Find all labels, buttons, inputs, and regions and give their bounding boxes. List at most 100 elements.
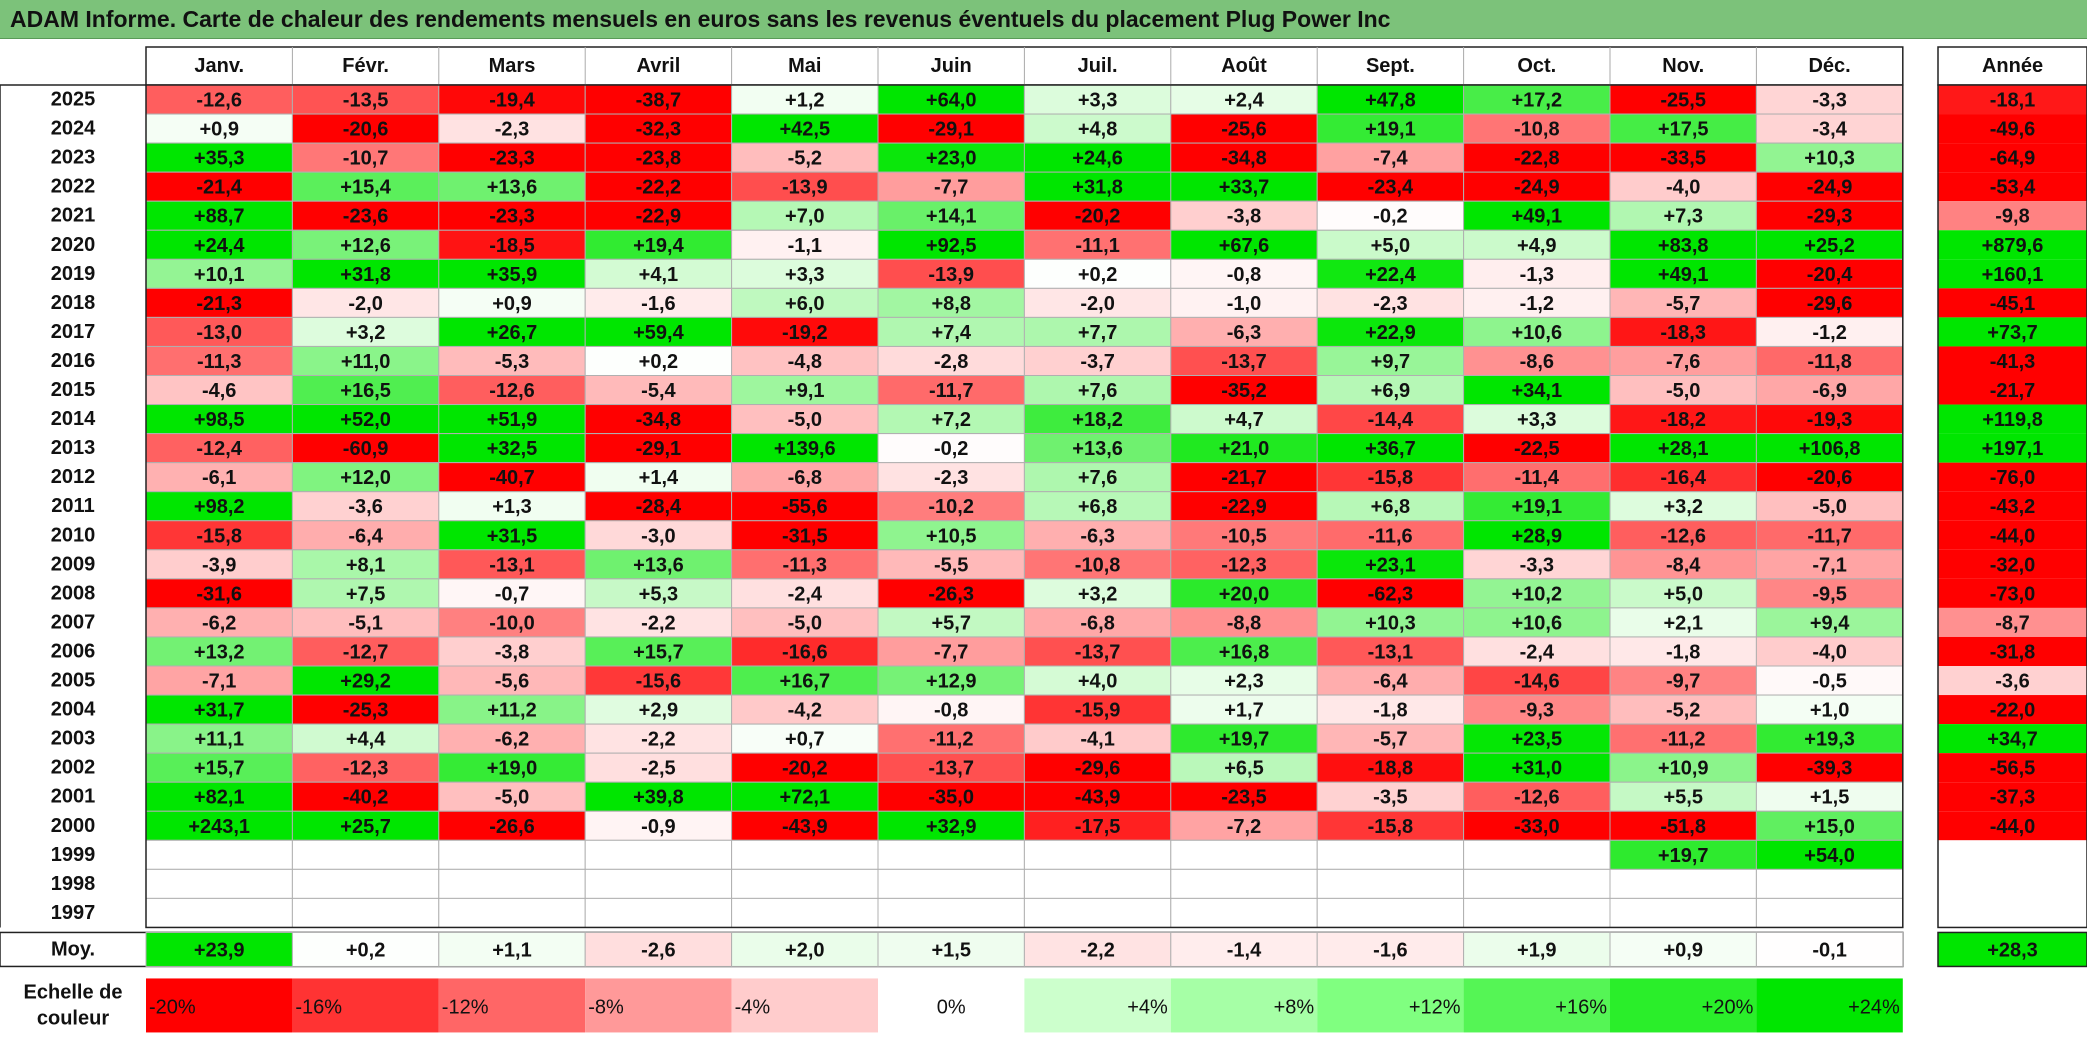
cell-value: -25,5 xyxy=(1660,90,1706,112)
cell-value: +0,7 xyxy=(785,729,824,751)
cell-value: -12,6 xyxy=(489,380,535,402)
cell-value: -2,5 xyxy=(641,758,675,780)
cell-value: -5,5 xyxy=(934,554,968,576)
heatmap-cell xyxy=(877,839,1025,870)
heatmap-cell xyxy=(438,520,586,551)
annual-cell xyxy=(1938,869,2087,899)
heatmap-cell xyxy=(584,520,733,551)
cell-value: -4,1 xyxy=(1080,729,1114,751)
heatmap-cell xyxy=(584,142,733,173)
heatmap-cell xyxy=(1609,171,1757,202)
heatmap-cell xyxy=(1755,752,1904,783)
heatmap-cell xyxy=(584,404,733,435)
cell-value: +28,1 xyxy=(1658,438,1709,460)
color-scale-step: -4% xyxy=(735,996,771,1018)
heatmap-cell xyxy=(291,520,440,551)
cell-value: -21,7 xyxy=(1221,467,1267,489)
cell-value: -5,4 xyxy=(641,380,676,402)
heatmap-cell xyxy=(1609,142,1757,173)
heatmap-cell xyxy=(584,229,733,260)
cell-value: -4,8 xyxy=(788,351,822,373)
month-header-12: Déc. xyxy=(1808,55,1850,77)
heatmap-cell xyxy=(1755,868,1904,899)
heatmap-cell xyxy=(1609,258,1757,289)
month-header-9: Sept. xyxy=(1366,55,1415,77)
cell-value: +25,2 xyxy=(1804,235,1855,257)
heatmap-cell xyxy=(731,607,879,638)
cell-value: +7,3 xyxy=(1663,206,1702,228)
heatmap-cell xyxy=(1463,723,1611,754)
heatmap-cell xyxy=(1023,491,1172,522)
heatmap-cell xyxy=(145,578,293,609)
heatmap-cell xyxy=(291,171,440,202)
year-label: 1999 xyxy=(51,844,96,866)
cell-value: -18,5 xyxy=(489,235,535,257)
heatmap-cell xyxy=(1463,549,1611,580)
cell-value: +54,0 xyxy=(1804,845,1855,867)
year-label: 2004 xyxy=(51,699,96,721)
annual-cell xyxy=(1938,753,2087,783)
heatmap-cell xyxy=(1170,404,1318,435)
year-label: 2011 xyxy=(51,495,94,517)
cell-value: -12,6 xyxy=(1514,787,1560,809)
heatmap-cell xyxy=(1463,694,1611,725)
cell-value: -23,8 xyxy=(636,148,682,170)
cell-value: +82,1 xyxy=(194,787,245,809)
cell-value: -5,2 xyxy=(1666,700,1700,722)
annual-cell xyxy=(1938,346,2087,376)
cell-value: +21,0 xyxy=(1219,438,1270,460)
year-label: 2019 xyxy=(51,263,96,285)
heatmap-cell xyxy=(1170,433,1318,464)
cell-value: -18,2 xyxy=(1660,409,1706,431)
year-label: 2022 xyxy=(51,176,96,198)
heatmap-cell xyxy=(291,200,440,231)
heatmap-cell xyxy=(1023,200,1172,231)
cell-value: +3,2 xyxy=(1078,583,1117,605)
annual-value: -41,3 xyxy=(1990,351,2036,373)
cell-value: +19,0 xyxy=(487,758,538,780)
cell-value: +5,0 xyxy=(1371,235,1410,257)
heatmap-cell xyxy=(291,462,440,493)
heatmap-cell xyxy=(877,345,1025,377)
heatmap-cell xyxy=(1170,752,1318,783)
cell-value: -15,8 xyxy=(1368,467,1414,489)
heatmap-cell xyxy=(1023,287,1172,318)
year-label: 2006 xyxy=(51,640,96,662)
month-header-4: Avril xyxy=(637,55,681,77)
cell-value: +6,9 xyxy=(1371,380,1410,402)
cell-value: +51,9 xyxy=(487,409,538,431)
cell-value: -33,5 xyxy=(1660,148,1706,170)
cell-value: -12,4 xyxy=(196,438,242,460)
cell-value: -2,4 xyxy=(1520,641,1555,663)
heatmap-cell xyxy=(584,171,733,202)
heatmap-cell xyxy=(1755,636,1904,667)
heatmap-cell xyxy=(1316,520,1465,551)
cell-value: -6,4 xyxy=(348,525,383,547)
cell-value: +98,2 xyxy=(194,496,245,518)
heatmap-cell xyxy=(291,897,440,928)
cell-value: -29,6 xyxy=(1807,293,1853,315)
cell-value: -31,6 xyxy=(196,583,242,605)
cell-value: +7,0 xyxy=(785,206,824,228)
cell-value: +2,3 xyxy=(1224,671,1263,693)
cell-value: -0,8 xyxy=(934,700,968,722)
annual-cell xyxy=(1938,259,2087,289)
cell-value: -12,6 xyxy=(1660,525,1706,547)
cell-value: -40,2 xyxy=(343,787,389,809)
heatmap-cell xyxy=(1316,375,1465,406)
heatmap-cell xyxy=(584,752,733,783)
cell-value: +19,1 xyxy=(1365,119,1416,141)
cell-value: -7,7 xyxy=(934,177,968,199)
heatmap-cell xyxy=(1023,229,1172,260)
average-value: +2,0 xyxy=(785,939,824,961)
cell-value: -35,2 xyxy=(1221,380,1267,402)
average-cell xyxy=(1609,931,1757,967)
cell-value: +11,1 xyxy=(194,729,244,751)
cell-value: +72,1 xyxy=(779,787,830,809)
annual-cell xyxy=(1938,666,2087,696)
cell-value: -5,0 xyxy=(788,612,822,634)
heatmap-cell xyxy=(145,636,293,667)
average-value: +1,1 xyxy=(492,939,531,961)
heatmap-cell xyxy=(1609,868,1757,899)
heatmap-cell xyxy=(1609,316,1757,347)
